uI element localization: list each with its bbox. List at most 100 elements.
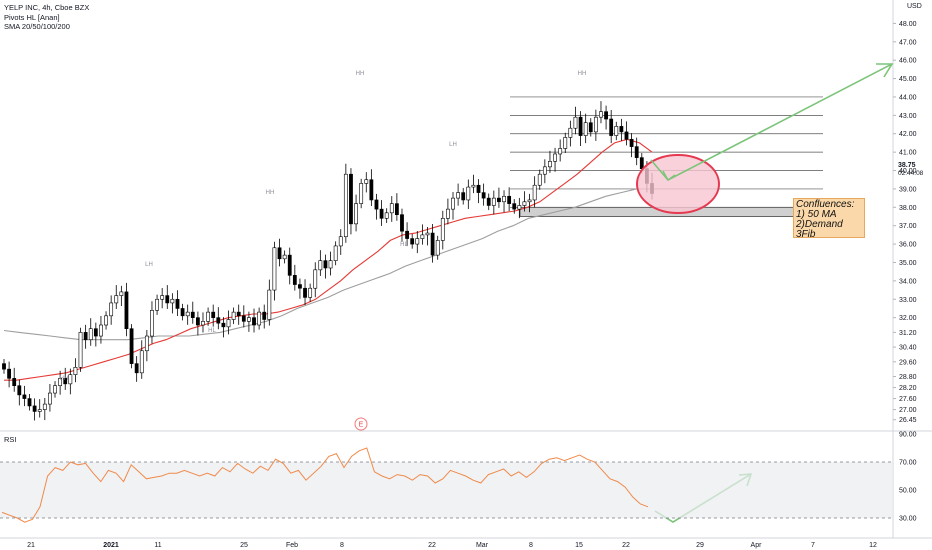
candle-body [211,311,216,318]
candle-body [507,195,512,204]
candle-body [542,166,547,175]
candle-body [497,197,501,203]
time-tick-label: 8 [340,542,344,549]
candle-body [578,116,583,136]
candle-body [190,311,195,318]
candle-body [512,203,517,210]
bar-countdown: 02:44:08 [898,170,924,177]
candle-body [476,184,481,193]
target-circle [636,154,720,214]
candle-body [175,298,180,309]
candle-body [573,116,578,129]
candle-body [461,192,466,201]
currency-label: USD [907,3,922,10]
candle-body [272,247,277,291]
price-tick-label: 27.00 [899,407,917,414]
price-tick-label: 42.00 [899,131,917,138]
candle-body [262,311,267,320]
note-line-3: 3Fib [796,229,816,240]
price-tick-label: 46.00 [899,58,917,65]
candle-body [287,254,292,276]
candle-body [27,398,32,407]
time-tick-label: 15 [575,542,583,549]
candle-body [109,302,114,317]
candle-body [532,184,537,201]
rsi-tick-label: 30.00 [899,516,917,523]
candle-body [624,131,629,140]
chart-legend: YELP INC, 4h, Cboe BZX Pivots HL [Anan] … [4,3,89,32]
candle-body [440,218,445,241]
pivot-label: HH [578,71,587,77]
legend-symbol: YELP INC, 4h, Cboe BZX [4,3,90,12]
candle-body [338,236,343,247]
candle-body [42,403,47,410]
candle-body [180,308,185,317]
candle-body [634,146,639,158]
candle-body [104,315,108,326]
candle-body [185,311,190,317]
candle-body [502,195,506,203]
candle-body [124,291,129,329]
candle-body [99,324,103,337]
price-tick-label: 47.00 [899,39,917,46]
time-tick-label: 2021 [103,542,119,549]
candle-body [93,328,98,337]
candle-body [486,197,491,206]
candle-body [226,319,231,328]
candle-body [446,208,450,219]
candle-body [68,374,73,385]
candle-body [481,192,486,199]
price-tick-label: 38.00 [899,205,917,212]
candle-body [609,118,614,136]
pivot-label: HH [266,190,275,196]
note-title: Confluences: [796,199,855,210]
candle-body [139,350,144,374]
candle-body [563,137,568,149]
candle-body [88,328,93,341]
time-tick-label: Feb [286,542,298,549]
candle-body [231,311,236,320]
candle-body [517,205,522,210]
candle-body [236,311,241,317]
candle-body [619,126,624,133]
time-tick-label: 7 [811,542,815,549]
price-tick-label: 37.00 [899,223,917,230]
candle-body [522,201,527,206]
pivot-label: LH [449,142,457,148]
candle-body [58,378,63,386]
time-tick-label: 22 [428,542,436,549]
candle-body [78,332,83,368]
candle-body [48,392,52,405]
candle-body [221,322,226,328]
time-tick-label: 12 [869,542,877,549]
candle-body [37,409,42,412]
time-tick-label: 29 [696,542,704,549]
candle-body [354,203,358,225]
candle-body [364,179,369,184]
time-tick-label: 11 [154,542,161,549]
candle-body [435,240,440,256]
candle-body [410,238,415,245]
candle-body [537,173,542,186]
sma-50-line [3,188,652,341]
time-tick-label: 21 [27,542,35,549]
candle-body [292,275,297,285]
candle-body [379,208,384,219]
price-tick-label: 28.80 [899,374,917,381]
candle-body [328,260,333,269]
price-tick-label: 29.60 [899,359,917,366]
candle-body [7,368,12,379]
price-tick-label: 36.00 [899,242,917,249]
price-tick-label: 44.00 [899,94,917,101]
price-tick-label: 27.60 [899,396,917,403]
candle-body [257,311,262,326]
candle-body [588,122,593,133]
candle-body [308,287,313,298]
price-tick-label: 30.40 [899,345,917,352]
confluences-note[interactable]: Confluences: 1) 50 MA 2)Demand 3Fib [793,198,865,240]
pivot-label: HL [400,242,408,248]
candle-body [298,284,302,289]
candle-body [343,173,348,238]
candle-body [17,385,22,396]
